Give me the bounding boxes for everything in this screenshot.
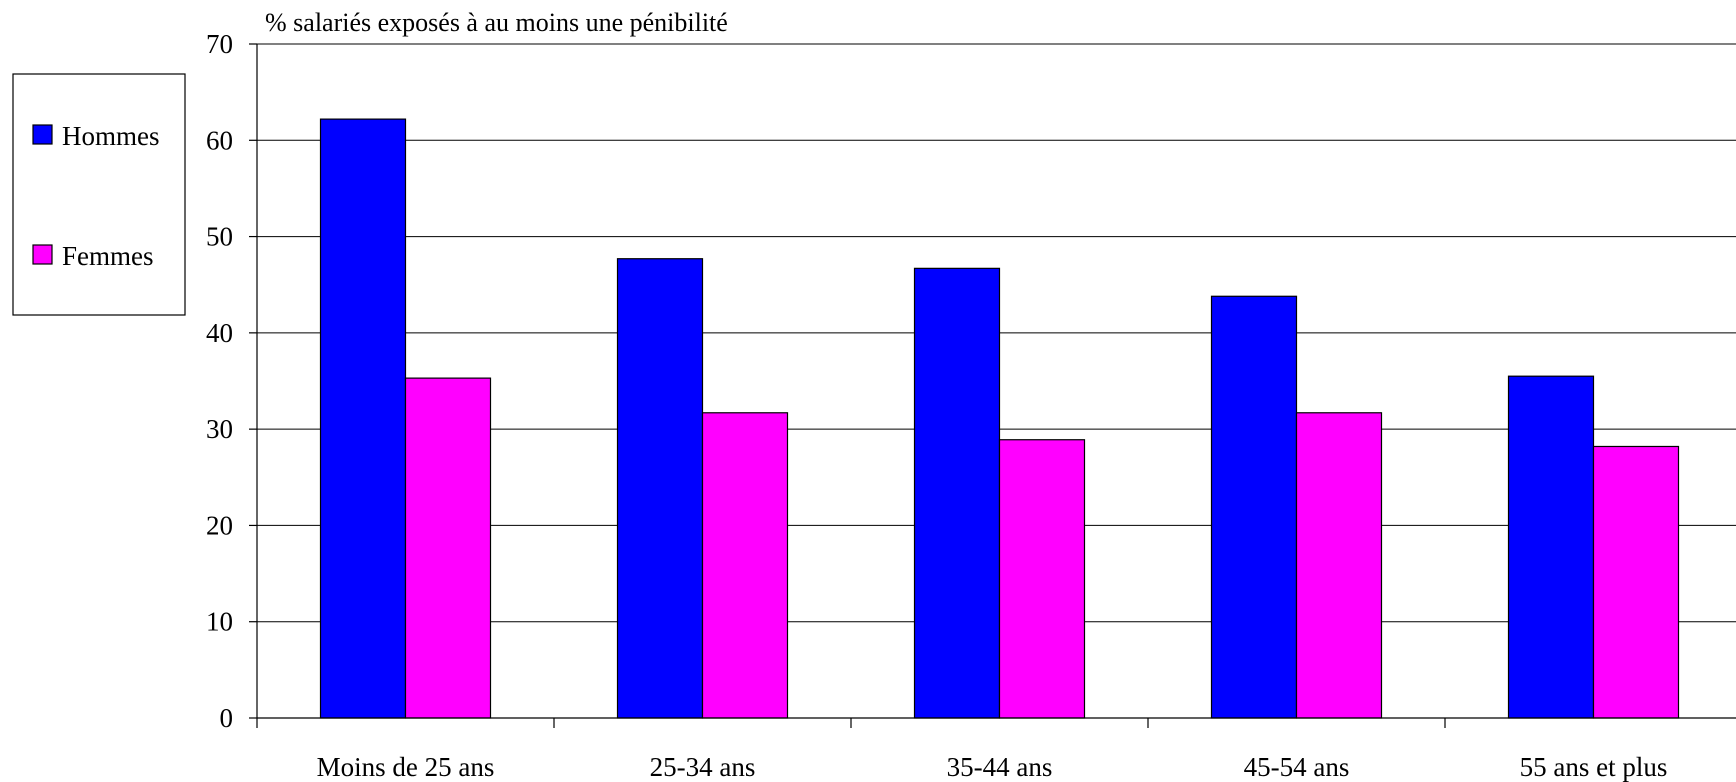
y-axis-ticks: 0 10 20 30 40 50 60 70	[206, 29, 257, 733]
x-tick-label: 35-44 ans	[947, 752, 1053, 782]
y-tick-label: 60	[206, 125, 233, 155]
bar-femmes-0	[404, 377, 492, 719]
y-tick-label: 30	[206, 414, 233, 444]
bars	[319, 118, 1680, 719]
y-tick-label: 20	[206, 510, 233, 540]
y-tick-label: 10	[206, 607, 233, 637]
y-tick-label: 70	[206, 29, 233, 59]
x-tick-label: 25-34 ans	[650, 752, 756, 782]
y-tick-label: 40	[206, 318, 233, 348]
bar-femmes-4	[1592, 445, 1680, 719]
legend: Hommes Femmes	[12, 73, 186, 316]
y-axis-title: % salariés exposés à au moins une pénibi…	[265, 8, 728, 37]
x-tick-label: 55 ans et plus	[1520, 752, 1668, 782]
bar-hommes-1	[616, 258, 704, 719]
bar-hommes-0	[319, 118, 407, 719]
bar-hommes-3	[1210, 295, 1298, 719]
legend-label-hommes: Hommes	[62, 121, 160, 151]
y-tick-label: 50	[206, 222, 233, 252]
x-tick-label: Moins de 25 ans	[317, 752, 495, 782]
axes	[256, 44, 1736, 719]
y-tick-label: 0	[220, 703, 234, 733]
legend-box	[12, 73, 186, 316]
x-tick-label: 45-54 ans	[1244, 752, 1350, 782]
legend-swatch-hommes	[32, 124, 53, 145]
legend-swatch-femmes	[32, 244, 53, 265]
bar-femmes-3	[1295, 412, 1383, 719]
bar-hommes-4	[1507, 375, 1595, 719]
legend-label-femmes: Femmes	[62, 241, 154, 271]
bar-hommes-2	[913, 267, 1001, 719]
bar-femmes-2	[998, 439, 1086, 719]
bar-femmes-1	[701, 412, 789, 719]
x-axis-ticks: Moins de 25 ans 25-34 ans 35-44 ans 45-54 a…	[256, 718, 1668, 782]
